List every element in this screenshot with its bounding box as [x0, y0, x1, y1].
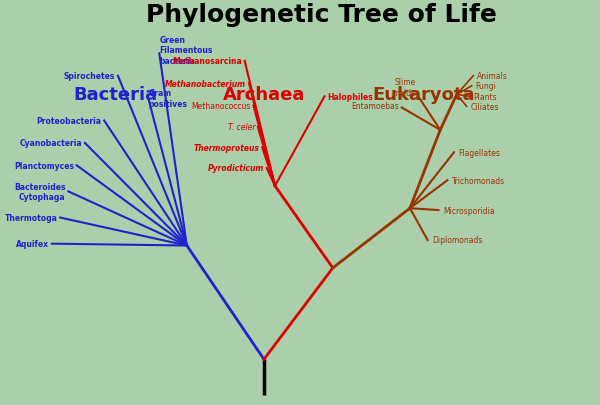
Text: Microsporidia: Microsporidia	[443, 206, 494, 215]
Text: Planctomyces: Planctomyces	[14, 162, 74, 171]
Text: Methanosarcina: Methanosarcina	[172, 57, 242, 66]
Text: Aquifex: Aquifex	[16, 240, 49, 249]
Text: Green
Filamentous
bacteria: Green Filamentous bacteria	[159, 36, 212, 65]
Text: Pyrodicticum: Pyrodicticum	[208, 164, 264, 173]
Text: Halophiles: Halophiles	[327, 93, 373, 102]
Text: Flagellates: Flagellates	[458, 148, 500, 158]
Text: Trichomonads: Trichomonads	[452, 176, 505, 185]
Text: Slime
molds: Slime molds	[392, 78, 415, 98]
Text: Proteobacteria: Proteobacteria	[37, 117, 101, 126]
Text: Cyanobacteria: Cyanobacteria	[20, 139, 82, 148]
Text: Methanobacterium: Methanobacterium	[165, 79, 247, 89]
Text: Plants: Plants	[473, 93, 497, 102]
Title: Phylogenetic Tree of Life: Phylogenetic Tree of Life	[146, 3, 497, 27]
Text: Spirochetes: Spirochetes	[64, 72, 115, 81]
Text: Bacteria: Bacteria	[73, 86, 157, 104]
Text: Thermotoga: Thermotoga	[4, 213, 58, 222]
Text: Archaea: Archaea	[223, 86, 305, 104]
Text: Methanococcus: Methanococcus	[191, 102, 251, 111]
Text: Thermoproteus: Thermoproteus	[194, 143, 260, 153]
Text: Animals: Animals	[477, 72, 508, 81]
Text: Gram
positives: Gram positives	[148, 89, 187, 109]
Text: T. celer: T. celer	[227, 123, 255, 132]
Text: Entamoebas: Entamoebas	[351, 102, 399, 111]
Text: Fungi: Fungi	[475, 82, 496, 91]
Text: Bacteroides
Cytophaga: Bacteroides Cytophaga	[14, 182, 65, 202]
Text: Diplomonads: Diplomonads	[432, 236, 482, 245]
Text: Eukaryota: Eukaryota	[373, 86, 475, 104]
Text: Ciliates: Ciliates	[470, 102, 499, 111]
